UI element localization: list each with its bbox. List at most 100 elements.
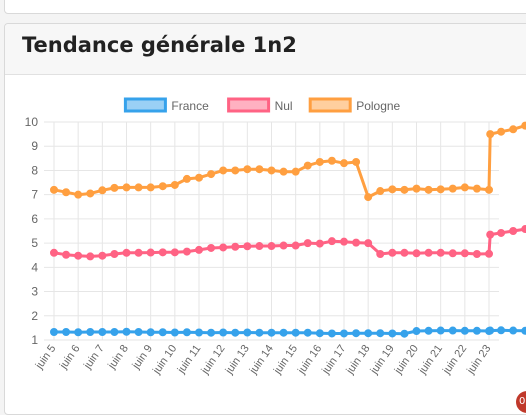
data-point [509, 326, 518, 335]
data-point [376, 250, 385, 259]
data-point [207, 328, 216, 337]
data-point [134, 183, 143, 192]
y-tick-label: 1 [31, 333, 38, 347]
data-point [521, 121, 526, 130]
data-point [497, 127, 506, 136]
data-point [279, 241, 288, 250]
y-tick-label: 8 [31, 163, 38, 177]
trend-line-chart: 1 2 3 4 5 6 7 8 9 10 juin 5 juin 6 juin 7 juin 8 juin … [25, 97, 526, 377]
data-point [448, 249, 457, 258]
data-point [74, 251, 83, 260]
data-point [315, 239, 324, 248]
data-point [340, 159, 348, 168]
data-point [472, 184, 481, 193]
data-point [472, 250, 481, 259]
data-point [62, 188, 71, 197]
data-point [303, 239, 312, 248]
data-point [158, 248, 167, 257]
data-point [436, 185, 445, 194]
x-tick-label: juin 7 [81, 343, 106, 372]
data-point [243, 242, 252, 251]
data-point [291, 241, 300, 250]
x-tick-label: juin 13 [223, 343, 252, 377]
data-point [388, 185, 397, 194]
data-point [146, 248, 155, 257]
data-point [352, 157, 361, 166]
data-point [231, 242, 240, 251]
data-point [436, 248, 445, 257]
x-tick-label: juin 21 [416, 343, 445, 377]
data-point [74, 190, 83, 199]
x-tick-label: juin 20 [392, 343, 421, 377]
data-point [86, 328, 95, 337]
x-tick-label: juin 10 [150, 343, 179, 377]
data-point [170, 248, 179, 257]
y-tick-label: 2 [31, 309, 38, 323]
data-point [267, 242, 276, 251]
data-point [243, 328, 252, 337]
y-tick-label: 6 [31, 212, 38, 226]
data-point [231, 166, 240, 175]
data-point [279, 328, 288, 337]
data-point [219, 243, 228, 252]
data-point [327, 329, 336, 338]
data-point [219, 328, 228, 337]
data-point [472, 326, 481, 335]
data-point [98, 328, 107, 337]
data-point [279, 167, 288, 176]
data-point [195, 173, 203, 182]
x-tick-label: juin 19 [368, 343, 397, 377]
data-point [424, 185, 433, 194]
data-point [340, 237, 348, 246]
legend-swatch [123, 97, 167, 113]
x-tick-label: juin 11 [175, 343, 204, 377]
data-point [74, 328, 83, 337]
data-point [412, 249, 421, 258]
data-point [315, 157, 324, 166]
y-tick-label: 5 [31, 236, 38, 250]
y-tick-label: 7 [31, 188, 38, 202]
data-point [521, 326, 526, 335]
data-point [400, 185, 409, 194]
legend-label: Pologne [356, 99, 400, 113]
data-point [460, 326, 469, 335]
data-point [146, 328, 155, 337]
data-point [98, 251, 107, 260]
data-point [291, 328, 300, 337]
x-tick-label: juin 14 [247, 343, 276, 377]
data-point [170, 180, 179, 189]
data-point [195, 245, 203, 254]
y-tick-label: 4 [31, 260, 38, 274]
data-point [255, 242, 264, 251]
data-point [50, 185, 58, 194]
data-point [497, 228, 506, 237]
data-point [231, 328, 240, 337]
data-point [303, 328, 312, 337]
data-point [485, 249, 493, 258]
data-point [86, 189, 95, 198]
data-point [436, 326, 445, 335]
data-point [448, 326, 457, 335]
data-point [327, 156, 336, 165]
data-point [352, 238, 361, 247]
data-point [110, 328, 119, 337]
data-point [448, 184, 457, 193]
data-point [364, 329, 373, 338]
data-point [158, 182, 167, 191]
data-point [486, 130, 495, 139]
data-point [146, 183, 155, 192]
data-point [62, 250, 71, 259]
data-point [400, 248, 409, 257]
data-point [486, 230, 495, 239]
data-point [267, 328, 276, 337]
data-point [158, 328, 167, 337]
data-point [207, 170, 216, 179]
data-point [364, 239, 373, 248]
data-point [424, 248, 433, 257]
data-point [86, 252, 95, 261]
data-point [122, 327, 131, 336]
data-point [291, 167, 300, 176]
data-point [412, 184, 421, 193]
data-point [243, 165, 252, 174]
x-tick-label: juin 6 [57, 343, 82, 372]
